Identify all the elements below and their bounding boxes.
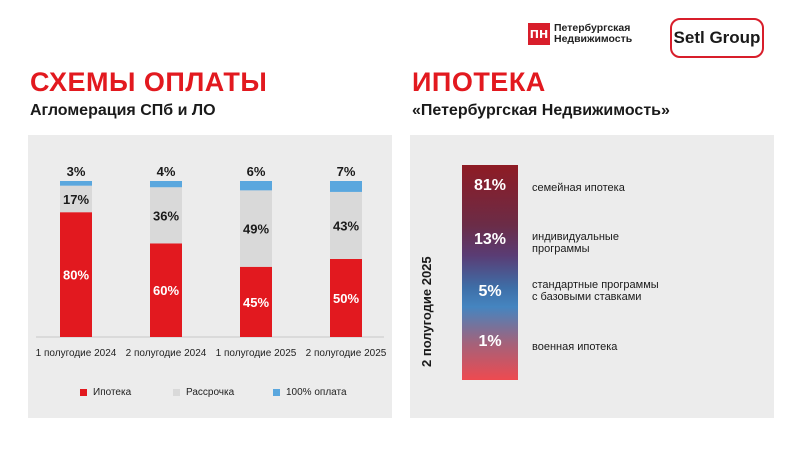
bar-ipoteka-4 — [330, 259, 362, 337]
mortgage-label-individual: индивидуальные программы — [532, 231, 619, 255]
payment-chart-panel: 80% 17% 3% 1 полугодие 2024 60% 36% 4% 2 полуго… — [28, 135, 392, 418]
bar-rassrochka-4 — [330, 191, 362, 259]
category-label-3: 1 полугодие 2025 — [216, 348, 297, 359]
payment-stacked-bar-chart: 80% 17% 3% 1 полугодие 2024 60% 36% 4% 2 полуго… — [36, 164, 387, 359]
legend-item-full-payment: 100% оплата — [273, 387, 347, 398]
mortgage-value-standard: 5% — [478, 283, 502, 300]
label-rassrochka-2: 36% — [153, 208, 179, 223]
left-subtitle: Агломерация СПб и ЛО — [30, 102, 216, 119]
label-ipoteka-3: 45% — [243, 295, 269, 310]
label-full-payment-2: 4% — [157, 164, 176, 179]
bar-full-payment-2 — [150, 181, 182, 188]
bar-ipoteka-1 — [60, 212, 92, 337]
bar-ipoteka-2 — [150, 243, 182, 337]
legend-swatch-rassrochka — [173, 389, 180, 396]
left-title: СХЕМЫ ОПЛАТЫ — [30, 67, 268, 97]
legend-label-full-payment: 100% оплата — [286, 387, 347, 398]
bar-rassrochka-3 — [240, 190, 272, 267]
label-full-payment-1: 3% — [67, 164, 86, 179]
pn-logo-mark: ПН — [528, 23, 550, 45]
period-vertical-label: 2 полугодие 2025 — [419, 256, 434, 367]
legend-label-rassrochka: Рассрочка — [186, 387, 235, 398]
label-rassrochka-3: 49% — [243, 222, 269, 237]
bar-full-payment-3 — [240, 181, 272, 191]
bar-full-payment-1 — [60, 181, 92, 186]
bar-rassrochka-1 — [60, 185, 92, 213]
mortgage-label-standard: стандартные программы с базовыми ставкам… — [532, 279, 659, 303]
right-subtitle: «Петербургская Недвижимость» — [412, 102, 670, 119]
legend-label-ipoteka: Ипотека — [93, 387, 132, 398]
mortgage-value-individual: 13% — [473, 231, 507, 248]
label-rassrochka-1: 17% — [63, 192, 89, 207]
right-title: ИПОТЕКА — [412, 67, 546, 97]
label-ipoteka-1: 80% — [63, 268, 89, 283]
bar-ipoteka-3 — [240, 266, 272, 337]
bar-rassrochka-2 — [150, 187, 182, 244]
category-label-1: 1 полугодие 2024 — [36, 348, 117, 359]
bar-full-payment-4 — [330, 181, 362, 192]
mortgage-value-military: 1% — [478, 333, 502, 350]
setl-group-logo: Setl Group — [670, 18, 764, 58]
mortgage-label-family: семейная ипотека — [532, 182, 625, 194]
pn-logo: ПН Петербургская Недвижимость — [528, 23, 632, 45]
mortgage-panel: 2 полугодие 2025 81% 13% 5% 1% семейная … — [410, 135, 774, 418]
label-ipoteka-4: 50% — [333, 291, 359, 306]
mortgage-gradient-bar — [462, 165, 518, 380]
category-label-4: 2 полугодие 2025 — [306, 348, 387, 359]
mortgage-label-military: военная ипотека — [532, 341, 618, 353]
mortgage-value-family: 81% — [473, 177, 507, 194]
legend-swatch-full-payment — [273, 389, 280, 396]
label-full-payment-4: 7% — [337, 164, 356, 179]
pn-logo-line2: Недвижимость — [554, 33, 633, 45]
legend-item-ipoteka: Ипотека — [80, 387, 131, 398]
label-rassrochka-4: 43% — [333, 218, 359, 233]
pn-logo-line1: Петербургская — [554, 22, 631, 34]
category-label-2: 2 полугодие 2024 — [126, 348, 207, 359]
legend-swatch-ipoteka — [80, 389, 87, 396]
label-ipoteka-2: 60% — [153, 283, 179, 298]
label-full-payment-3: 6% — [247, 164, 266, 179]
legend-item-rassrochka: Рассрочка — [173, 387, 234, 398]
